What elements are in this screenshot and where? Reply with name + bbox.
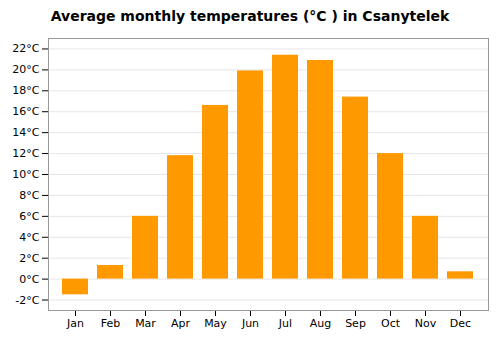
svg-text:Dec: Dec [450,317,471,330]
svg-text:22°C: 22°C [12,42,39,55]
svg-text:Feb: Feb [101,317,120,330]
svg-text:8°C: 8°C [19,189,39,202]
svg-text:14°C: 14°C [12,126,39,139]
svg-text:Sep: Sep [345,317,366,330]
svg-text:Nov: Nov [415,317,437,330]
svg-text:Jun: Jun [241,317,259,330]
svg-text:Mar: Mar [135,317,156,330]
svg-text:Jul: Jul [278,317,292,330]
svg-text:2°C: 2°C [19,252,39,265]
html-text:Average monthly temperatures (: Average monthly temperatures (°C ) in Cs… [50,8,450,24]
svg-text:Apr: Apr [171,317,191,330]
svg-text:0°C: 0°C [19,273,39,286]
svg-text:12°C: 12°C [12,147,39,160]
svg-text:-2°C: -2°C [15,294,39,307]
svg-text:10°C: 10°C [12,168,39,181]
svg-text:Aug: Aug [310,317,331,330]
svg-text:18°C: 18°C [12,84,39,97]
svg-text:May: May [204,317,227,330]
svg-text:6°C: 6°C [19,210,39,223]
svg-text:4°C: 4°C [19,231,39,244]
svg-text:20°C: 20°C [12,63,39,76]
svg-text:16°C: 16°C [12,105,39,118]
svg-text:Oct: Oct [381,317,401,330]
svg-text:Jan: Jan [66,317,84,330]
